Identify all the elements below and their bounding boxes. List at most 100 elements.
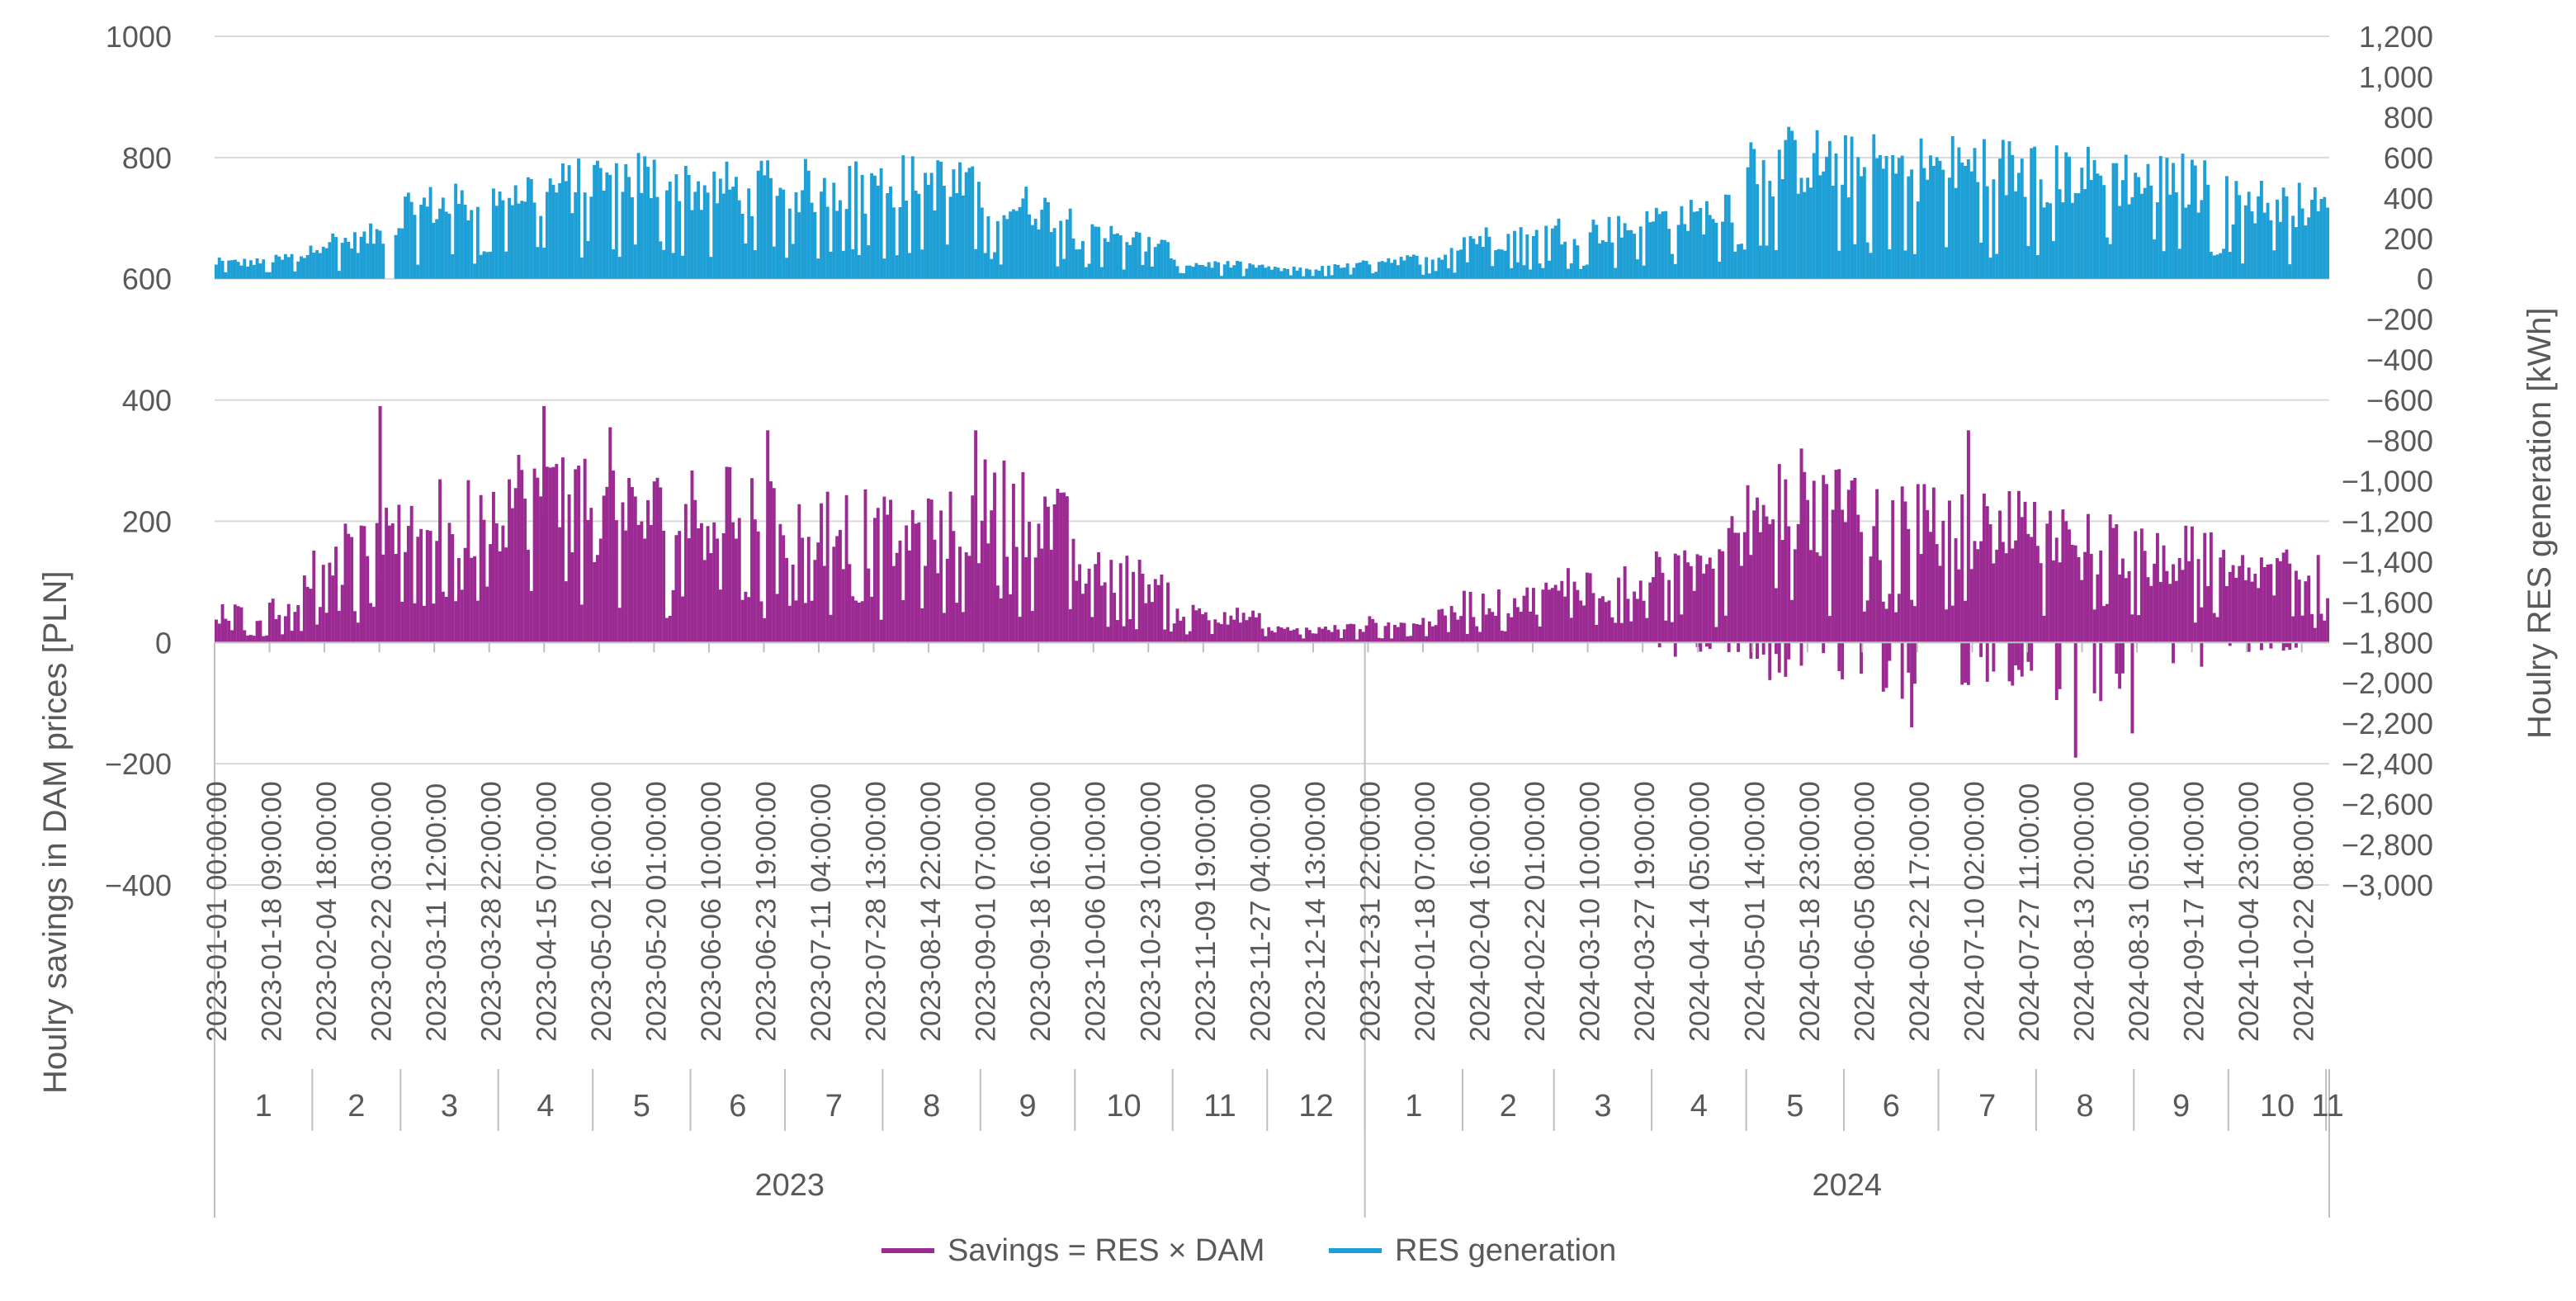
savings-bar-negative xyxy=(2172,642,2175,664)
savings-bar xyxy=(668,616,672,643)
res-bar xyxy=(1087,263,1091,279)
savings-bar xyxy=(1910,599,1914,643)
res-bar xyxy=(1028,214,1031,279)
savings-bar xyxy=(2108,514,2112,643)
res-bar xyxy=(2149,185,2153,279)
savings-bar xyxy=(671,589,675,643)
res-bar xyxy=(873,175,877,279)
date-tick-label: 2023-04-15 07:00:00 xyxy=(531,781,562,1042)
savings-bar xyxy=(2307,575,2311,643)
savings-bar xyxy=(763,617,767,643)
date-tick-label: 2024-05-01 14:00:00 xyxy=(1739,781,1770,1042)
res-bar xyxy=(1752,149,1756,279)
savings-bar xyxy=(1099,585,1104,643)
month-label: 1 xyxy=(1405,1089,1422,1124)
res-bar xyxy=(1393,259,1397,279)
y2-tick-label: −1,000 xyxy=(2342,464,2433,498)
savings-bar xyxy=(1815,552,1819,643)
res-bar xyxy=(249,260,253,279)
savings-bar xyxy=(1617,577,1620,643)
savings-bar xyxy=(1201,614,1204,643)
savings-bar xyxy=(1960,494,1964,643)
res-bar xyxy=(1510,267,1514,279)
res-bar xyxy=(485,252,489,279)
savings-bar xyxy=(1793,549,1797,643)
savings-bar xyxy=(1203,612,1208,643)
res-bar xyxy=(347,242,351,279)
res-bar xyxy=(1884,155,1888,279)
savings-bar xyxy=(2070,545,2074,643)
res-bar xyxy=(1160,239,1164,279)
res-bar xyxy=(1941,169,1945,279)
res-bar xyxy=(1065,219,1069,279)
res-bar xyxy=(2058,189,2062,279)
res-bar xyxy=(844,209,848,279)
res-bar xyxy=(589,196,593,279)
savings-bar xyxy=(1257,613,1261,643)
savings-bar xyxy=(1005,556,1009,643)
res-bar xyxy=(1686,230,1690,279)
savings-bar xyxy=(876,508,880,643)
savings-bar xyxy=(1440,608,1444,643)
savings-bar xyxy=(1317,627,1321,643)
res-bar xyxy=(1437,258,1441,279)
date-tick-label: 2023-11-27 04:00:00 xyxy=(1245,783,1276,1042)
savings-bar xyxy=(785,557,788,643)
res-bar xyxy=(816,258,820,279)
savings-bar xyxy=(475,600,480,643)
savings-bar xyxy=(485,586,489,643)
savings-bar xyxy=(1689,565,1693,643)
savings-bar xyxy=(2033,501,2036,643)
res-bar xyxy=(958,162,962,279)
res-bar xyxy=(2316,211,2320,279)
savings-spike xyxy=(2073,642,2077,758)
res-bar xyxy=(353,232,357,279)
res-bar xyxy=(2228,252,2232,279)
savings-bar xyxy=(1550,588,1554,643)
res-bar xyxy=(662,249,666,279)
res-bar xyxy=(860,174,864,279)
savings-bar xyxy=(1396,627,1400,643)
savings-bar xyxy=(1926,509,1930,643)
res-bar xyxy=(300,256,303,279)
savings-bar xyxy=(527,549,530,643)
savings-spike xyxy=(542,405,546,643)
savings-bar xyxy=(252,636,256,643)
savings-bar xyxy=(1494,615,1498,643)
res-bar xyxy=(740,213,744,279)
res-bar xyxy=(1213,261,1217,279)
res-bar xyxy=(470,210,474,279)
res-bar xyxy=(2111,163,2115,279)
savings-bar xyxy=(1021,471,1025,643)
res-bar xyxy=(1428,273,1431,279)
savings-bar xyxy=(319,607,322,643)
res-bar xyxy=(2102,185,2106,279)
res-bar xyxy=(290,253,294,279)
res-bar xyxy=(1314,269,1318,279)
res-bar xyxy=(627,177,631,279)
savings-bar xyxy=(605,486,609,643)
savings-bar xyxy=(602,495,606,643)
savings-bar xyxy=(857,603,861,643)
savings-bar xyxy=(1777,464,1781,643)
res-bar xyxy=(1601,240,1605,279)
date-tick-label: 2024-09-17 14:00:00 xyxy=(2179,781,2210,1042)
res-bar xyxy=(296,261,300,279)
savings-bar xyxy=(1671,622,1674,643)
savings-bar xyxy=(593,561,597,643)
savings-bar xyxy=(791,565,795,643)
res-bar xyxy=(1182,272,1186,279)
savings-bar xyxy=(1128,619,1132,643)
res-bar xyxy=(419,205,423,279)
res-bar xyxy=(1638,226,1642,279)
res-bar xyxy=(1014,211,1019,279)
savings-bar xyxy=(2203,532,2207,643)
savings-bar xyxy=(504,547,508,643)
res-bar xyxy=(1446,268,1450,279)
y-tick-label: −400 xyxy=(105,868,172,902)
res-bar xyxy=(510,205,514,279)
y-axis-title: Houlry savings in DAM prices [PLN] xyxy=(37,570,73,1094)
savings-bar xyxy=(854,600,858,643)
savings-bar xyxy=(1374,622,1378,643)
savings-bar xyxy=(889,499,892,643)
